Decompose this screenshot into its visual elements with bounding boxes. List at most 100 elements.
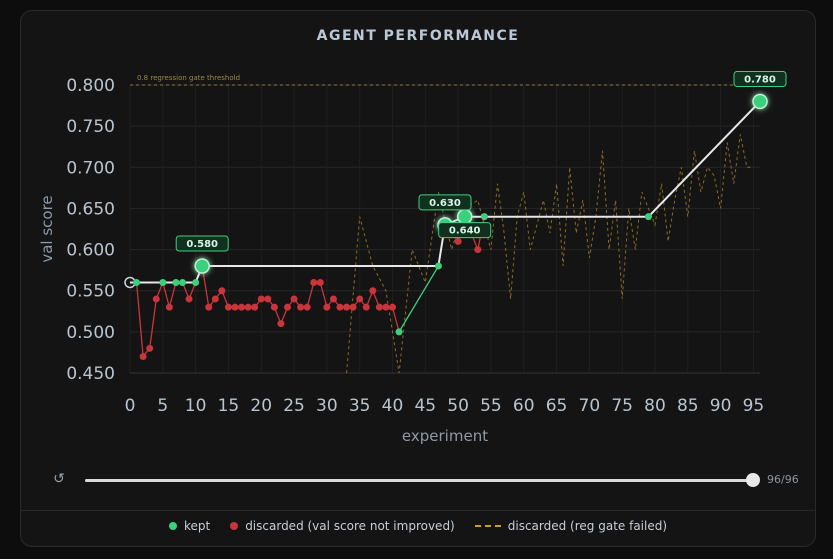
best-score-line (130, 100, 761, 284)
discarded-point (264, 295, 272, 303)
discarded-point (211, 295, 219, 303)
x-tick-label: 95 (743, 396, 765, 416)
annotation-box (733, 70, 787, 87)
y-tick-label: 0.750 (66, 117, 115, 137)
discarded-point (231, 303, 239, 311)
kept-point-highlight (194, 258, 210, 274)
y-tick-label: 0.800 (66, 76, 115, 96)
legend-item: kept (168, 519, 211, 533)
x-tick-label: 15 (218, 396, 240, 416)
x-tick-label: 45 (414, 396, 436, 416)
discarded-point (270, 303, 278, 311)
discarded-point (257, 295, 265, 303)
threshold-label: 0.8 regression gate threshold (137, 74, 240, 82)
discarded-point (165, 303, 173, 311)
series-kept-line (398, 265, 439, 333)
discarded-point (336, 303, 344, 311)
kept-point (133, 278, 141, 286)
discarded-point (238, 303, 246, 311)
discarded-point (349, 303, 357, 311)
discarded-point (290, 295, 298, 303)
discarded-point (375, 303, 383, 311)
legend-label: discarded (reg gate failed) (507, 519, 668, 533)
discarded-point (389, 303, 396, 311)
annotation-label: 0.640 (449, 226, 481, 237)
x-tick-label: 65 (546, 396, 568, 416)
x-tick-label: 0 (125, 396, 136, 416)
reset-icon[interactable]: ↺ (53, 471, 65, 487)
kept-point-highlight (752, 93, 768, 110)
kept-point (480, 213, 488, 221)
discarded-point (474, 246, 482, 254)
x-tick-label: 60 (513, 396, 535, 416)
y-tick-label: 0.550 (66, 282, 115, 302)
discarded-point (284, 303, 291, 311)
x-tick-label: 75 (611, 396, 633, 416)
discarded-point (369, 287, 377, 295)
legend-item: discarded (reg gate failed) (474, 519, 668, 533)
experiment-slider-row: ↺ 96/96 (21, 469, 815, 495)
slider-count: 96/96 (767, 473, 799, 486)
x-tick-label: 40 (382, 396, 404, 416)
experiment-slider[interactable] (85, 473, 760, 487)
x-tick-label: 20 (250, 396, 272, 416)
series-discarded-line (130, 263, 400, 359)
legend-label: discarded (val score not improved) (245, 519, 455, 533)
y-tick-label: 0.500 (66, 323, 115, 343)
kept-point (395, 328, 403, 336)
x-tick-label: 10 (185, 396, 207, 416)
x-tick-label: 25 (283, 396, 305, 416)
y-tick-label: 0.600 (66, 241, 115, 261)
discarded-point (356, 295, 364, 303)
discarded-point (297, 303, 305, 311)
x-tick-label: 85 (677, 396, 699, 416)
discarded-point (218, 287, 226, 295)
kept-point (644, 213, 652, 221)
discarded-point (310, 278, 318, 286)
discarded-point (152, 295, 160, 303)
discarded-point (303, 303, 311, 311)
discarded-point (316, 278, 324, 286)
legend-item: discarded (val score not improved) (230, 519, 455, 533)
annotation-box (418, 194, 472, 211)
slider-fill (85, 479, 753, 482)
kept-point (159, 278, 167, 286)
x-tick-label: 55 (480, 396, 502, 416)
x-tick-label: 70 (579, 396, 601, 416)
legend-divider (21, 510, 815, 511)
kept-point (434, 262, 442, 270)
chart-title: AGENT PERFORMANCE (316, 28, 520, 44)
legend-marker (230, 522, 239, 530)
chart-panel: AGENT PERFORMANCE ↺ 96/96 kept discarded … (20, 10, 816, 547)
x-axis-label: experiment (402, 427, 488, 445)
slider-thumb[interactable] (746, 473, 760, 487)
discarded-point (185, 295, 193, 303)
annotation-label: 0.780 (744, 74, 776, 85)
discarded-point (277, 320, 285, 328)
kept-point-highlight (456, 208, 473, 225)
discarded-point (362, 303, 370, 311)
kept-point (192, 278, 200, 286)
x-tick-label: 35 (349, 396, 371, 416)
x-tick-label: 30 (316, 396, 338, 416)
discarded-point (251, 303, 259, 311)
x-tick-label: 90 (710, 396, 732, 416)
discarded-point (454, 237, 462, 245)
y-axis-label: val score (38, 195, 56, 262)
discarded-point (224, 303, 232, 311)
legend-marker (168, 522, 177, 530)
discarded-point (323, 303, 331, 311)
discarded-point (205, 303, 213, 311)
x-tick-label: 5 (157, 396, 168, 416)
legend-label: kept (183, 519, 211, 533)
y-tick-label: 0.700 (66, 158, 115, 178)
legend-marker (474, 525, 501, 527)
x-tick-label: 80 (644, 396, 666, 416)
annotation-label: 0.580 (186, 239, 218, 250)
discarded-point (146, 344, 154, 352)
discarded-point (343, 303, 351, 311)
y-tick-label: 0.650 (66, 199, 115, 219)
kept-point (179, 278, 186, 286)
annotation-box (438, 222, 492, 239)
